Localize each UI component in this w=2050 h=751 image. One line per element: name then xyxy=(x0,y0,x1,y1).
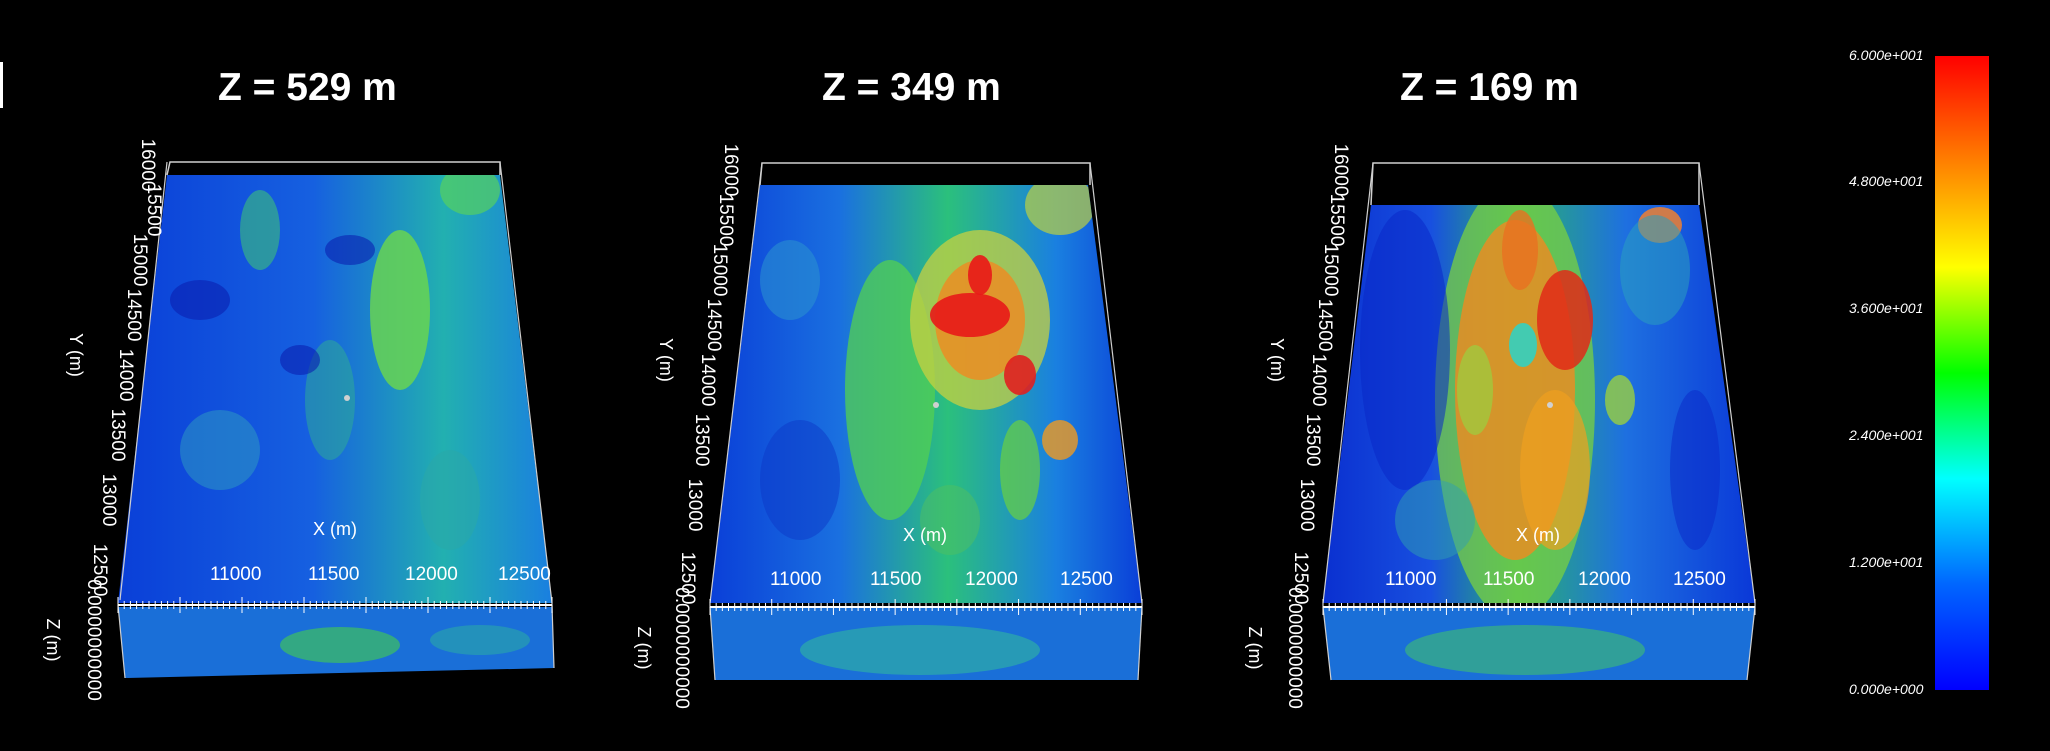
x-axis-title: X (m) xyxy=(903,525,947,545)
z-axis-title: Z (m) xyxy=(1245,627,1265,670)
panel-plot: 11000 11500 12000 12500 X (m) 15500 1600… xyxy=(43,139,555,701)
y-tick-label: 15000 xyxy=(1320,244,1341,297)
x-axis-ticks xyxy=(117,597,553,613)
x-tick-label: 11000 xyxy=(210,564,261,585)
x-tick-label: 12000 xyxy=(965,569,1018,590)
colorbar-label: 4.800e+001 xyxy=(1849,173,1924,189)
y-tick-label: 13000 xyxy=(684,479,705,532)
panel-z169: Z = 169 m xyxy=(1205,0,1795,751)
colorbar-label: 0.000e+000 xyxy=(1849,681,1924,697)
y-tick-label: 12500 xyxy=(1290,552,1311,605)
y-tick-label: 16000 xyxy=(1330,144,1351,197)
y-tick-label: 15500 xyxy=(715,194,736,247)
z-tick-label: 0.0000000000 xyxy=(83,579,104,701)
y-tick-label: 15000 xyxy=(709,244,730,297)
y-tick-label: 13000 xyxy=(98,474,119,527)
panel-plot: 11000 11500 12000 12500 X (m) 16000 1550… xyxy=(634,144,1143,709)
y-axis-title: Y (m) xyxy=(1267,338,1287,382)
y-tick-label: 13500 xyxy=(691,414,712,467)
y-tick-label: 16000 xyxy=(720,144,741,197)
y-tick-label: 14000 xyxy=(1308,354,1329,407)
y-tick-label: 15500 xyxy=(143,184,164,237)
y-tick-label: 13000 xyxy=(1296,479,1317,532)
y-axis-title: Y (m) xyxy=(656,338,676,382)
y-tick-label: 15500 xyxy=(1326,194,1347,247)
y-tick-label: 12500 xyxy=(677,552,698,605)
z-axis-title: Z (m) xyxy=(43,619,63,662)
x-tick-label: 12500 xyxy=(1673,569,1726,590)
y-tick-label: 14000 xyxy=(115,349,136,402)
x-axis-ticks xyxy=(1322,599,1756,615)
y-tick-label: 13500 xyxy=(1302,414,1323,467)
panel-plot: 11000 11500 12000 12500 X (m) 16000 1550… xyxy=(1245,144,1756,709)
colorbar-gradient xyxy=(1935,56,1989,690)
x-tick-label: 12000 xyxy=(405,564,458,585)
x-tick-label: 11500 xyxy=(308,564,359,585)
left-edge-marker xyxy=(0,62,3,108)
x-tick-label: 11000 xyxy=(1385,569,1436,590)
z-axis-title: Z (m) xyxy=(634,627,654,670)
colorbar-label: 2.400e+001 xyxy=(1849,427,1924,443)
y-tick-label: 14500 xyxy=(1314,299,1335,352)
z-tick-label: 0.0000000000 xyxy=(1284,587,1305,709)
y-tick-label: 14500 xyxy=(123,289,144,342)
x-tick-label: 11500 xyxy=(1483,569,1534,590)
x-axis-title: X (m) xyxy=(313,519,357,539)
panel-title: Z = 529 m xyxy=(218,66,397,109)
colorbar-label: 6.000e+001 xyxy=(1849,47,1924,63)
x-tick-label: 11500 xyxy=(870,569,921,590)
y-tick-label: 13500 xyxy=(107,409,128,462)
x-tick-label: 12500 xyxy=(1060,569,1113,590)
panel-z529: Z = 529 m xyxy=(0,0,580,751)
x-tick-label: 12000 xyxy=(1578,569,1631,590)
x-tick-label: 12500 xyxy=(498,564,551,585)
colorbar-label: 1.200e+001 xyxy=(1849,554,1924,570)
y-tick-label: 15000 xyxy=(129,234,150,287)
y-tick-label: 14000 xyxy=(697,354,718,407)
colorbar-label: 3.600e+001 xyxy=(1849,300,1924,316)
x-tick-label: 11000 xyxy=(770,569,821,590)
y-tick-label: 12500 xyxy=(89,544,110,597)
panel-z349: Z = 349 m xyxy=(590,0,1190,751)
z-tick-label: 0.0000000000 xyxy=(671,587,692,709)
y-axis-title: Y (m) xyxy=(66,333,86,377)
panel-title: Z = 349 m xyxy=(822,66,1001,109)
y-tick-label: 16000 xyxy=(137,139,158,192)
x-axis-ticks xyxy=(709,599,1143,615)
x-axis-title: X (m) xyxy=(1516,525,1560,545)
y-tick-label: 14500 xyxy=(703,299,724,352)
panel-title: Z = 169 m xyxy=(1400,66,1579,109)
